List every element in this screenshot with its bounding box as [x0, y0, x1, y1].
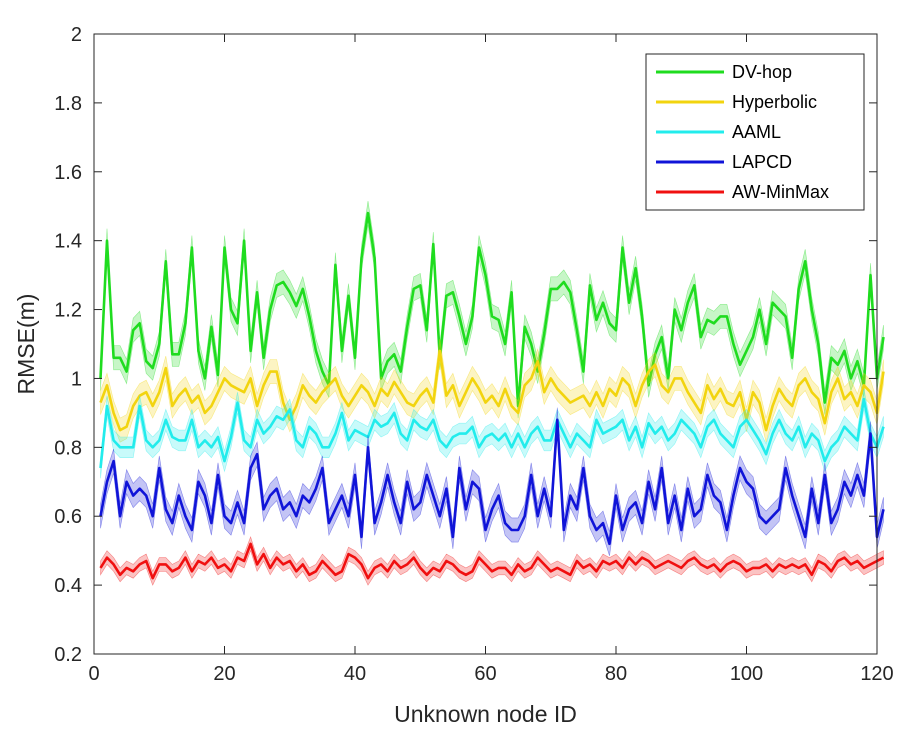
x-tick-label: 60 [474, 663, 496, 685]
series-layer [99, 201, 885, 586]
legend-entry: AAML [656, 122, 781, 142]
legend-label: DV-hop [732, 62, 792, 82]
y-tick-label: 1.8 [54, 93, 82, 115]
y-tick-label: 1.2 [54, 300, 82, 322]
series-line [99, 349, 885, 432]
legend-entry: DV-hop [656, 62, 792, 82]
y-tick-label: 0.4 [54, 575, 82, 597]
legend-label: LAPCD [732, 152, 792, 172]
axis-ticks: 0 20 40 60 80 100 120 0.2 0.4 0.6 0.8 1 1.2 1.4 1.6 1.8… [54, 24, 894, 685]
legend-entry: Hyperbolic [656, 92, 817, 112]
legend-label: AW-MinMax [732, 182, 829, 202]
series-lapcd [99, 407, 885, 556]
legend-entry: AW-MinMax [656, 182, 829, 202]
legend-label: AAML [732, 122, 781, 142]
y-axis-label: RMSE(m) [13, 294, 39, 395]
x-tick-label: 120 [860, 663, 893, 685]
series-aaml [99, 388, 885, 479]
x-tick-label: 80 [605, 663, 627, 685]
y-tick-label: 0.8 [54, 437, 82, 459]
x-tick-label: 100 [730, 663, 763, 685]
y-tick-label: 2 [71, 24, 82, 46]
legend: DV-hop Hyperbolic AAML LAPCD AW-MinMax [645, 53, 865, 211]
y-tick-label: 0.2 [54, 644, 82, 666]
series-dv-hop [99, 201, 885, 419]
series-hyperbolic [99, 338, 885, 443]
series-line [99, 211, 885, 408]
y-tick-label: 1 [71, 368, 82, 390]
series-aw-minmax [99, 535, 885, 586]
series-line [99, 542, 885, 580]
legend-entry: LAPCD [656, 152, 792, 172]
y-tick-label: 1.4 [54, 231, 82, 253]
x-tick-label: 20 [213, 663, 235, 685]
series-line [99, 397, 885, 469]
series-line [99, 418, 885, 546]
y-tick-label: 0.6 [54, 506, 82, 528]
x-tick-label: 0 [88, 663, 99, 685]
y-tick-label: 1.6 [54, 162, 82, 184]
x-tick-label: 40 [344, 663, 366, 685]
x-axis-label: Unknown node ID [394, 701, 577, 727]
confidence-band [100, 338, 884, 443]
confidence-band [100, 535, 884, 586]
legend-label: Hyperbolic [732, 92, 817, 112]
